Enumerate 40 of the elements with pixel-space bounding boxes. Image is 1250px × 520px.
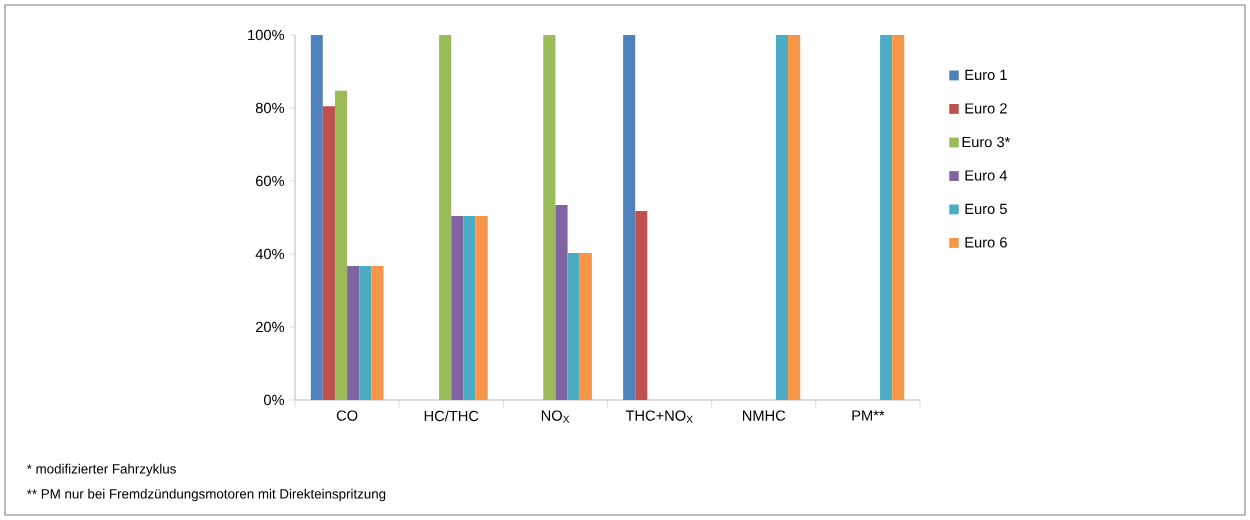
bar bbox=[555, 205, 568, 400]
bar bbox=[463, 216, 476, 400]
y-tick-label: 20% bbox=[255, 321, 285, 333]
bar bbox=[322, 106, 335, 400]
bar bbox=[371, 266, 384, 400]
bar bbox=[775, 34, 789, 400]
legend-label: Euro 6 bbox=[965, 237, 1007, 248]
legend-label: Euro 5 bbox=[965, 203, 1007, 215]
bar bbox=[635, 210, 648, 400]
x-tick-label: HC/THC bbox=[424, 410, 479, 422]
y-tick-label: 0% bbox=[263, 394, 285, 406]
y-tick-label: 80% bbox=[255, 102, 285, 114]
y-tick-label: 60% bbox=[256, 175, 285, 187]
legend-label: Euro 4 bbox=[965, 170, 1008, 181]
bar bbox=[543, 34, 556, 400]
x-tick-label: NO$_{X}$ bbox=[541, 410, 570, 423]
legend-label: Euro 2 bbox=[965, 103, 1007, 114]
legend-label: Euro 3* bbox=[962, 136, 1011, 148]
x-tick-label: CO bbox=[336, 410, 358, 421]
bar bbox=[892, 34, 905, 400]
y-tick-label: 40% bbox=[255, 248, 285, 260]
x-tick-label: THC+NO$_{X}$ bbox=[625, 410, 693, 423]
bar bbox=[310, 34, 323, 400]
bar bbox=[475, 216, 488, 400]
bar bbox=[880, 34, 893, 400]
y-tick-label: 100% bbox=[248, 29, 285, 41]
bar bbox=[623, 34, 636, 400]
text: ** PM nur bei Fremdzündungsmotoren mit Direkteinspritzung bbox=[26, 488, 386, 502]
bar bbox=[579, 252, 592, 400]
bar bbox=[451, 216, 464, 400]
bar bbox=[334, 90, 348, 400]
bar bbox=[347, 266, 360, 400]
x-tick-label: PM** bbox=[852, 410, 885, 421]
text: * modifizierter Fahrzyklus bbox=[26, 463, 176, 477]
bar bbox=[359, 266, 372, 400]
bar bbox=[567, 252, 580, 400]
legend-label: Euro 1 bbox=[965, 69, 1007, 81]
bar bbox=[439, 34, 452, 400]
x-tick-label: NMHC bbox=[742, 410, 786, 421]
bar bbox=[788, 34, 801, 400]
